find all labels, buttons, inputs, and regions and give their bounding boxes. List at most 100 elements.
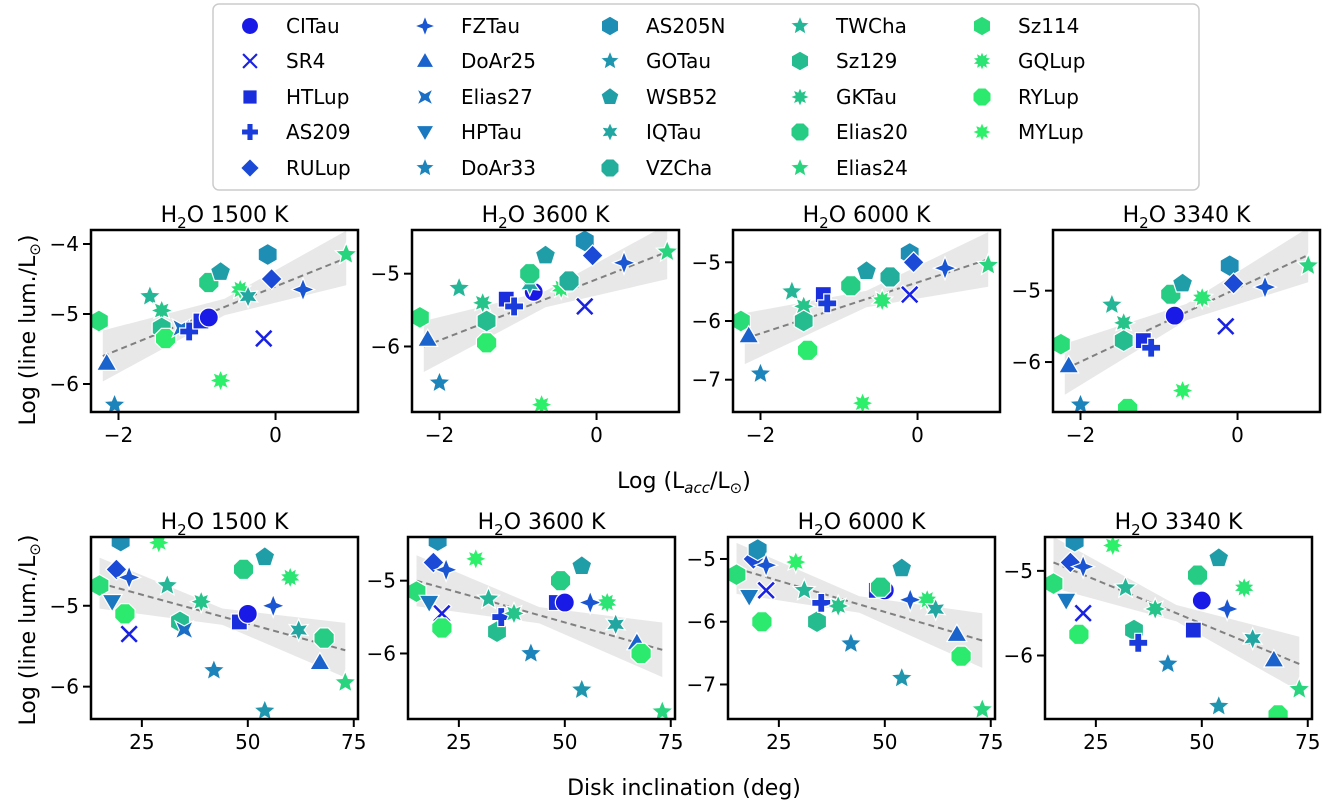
panel-5: 25 50 75 −6 −5 H2O 1500 K bbox=[50, 510, 367, 754]
marker-GOTau bbox=[252, 697, 278, 719]
marker-legend-TWCha bbox=[788, 14, 812, 36]
legend-item-RYLup: RYLup bbox=[972, 85, 1079, 109]
marker-legend-GQLup bbox=[971, 49, 993, 73]
marker-Sz129 bbox=[1113, 328, 1134, 353]
marker-AS209 bbox=[1128, 632, 1149, 653]
marker-DoAr33 bbox=[201, 657, 227, 682]
panel-title: H2O 3600 K bbox=[478, 510, 606, 539]
marker-GOTau bbox=[889, 665, 915, 689]
marker-AS205N bbox=[1219, 254, 1240, 278]
y-tick-label: −5 bbox=[371, 262, 400, 286]
legend-label-HPTau: HPTau bbox=[461, 120, 522, 144]
marker-RYLup bbox=[751, 610, 773, 633]
y-tick-label: −6 bbox=[687, 610, 716, 634]
legend-label-CITau: CITau bbox=[286, 14, 340, 38]
x-tick-label: −2 bbox=[104, 423, 133, 447]
marker-RYLup bbox=[630, 642, 652, 665]
marker-Elias24 bbox=[654, 238, 679, 263]
legend-label-Sz114: Sz114 bbox=[1018, 14, 1079, 38]
marker-FZTau bbox=[289, 276, 317, 303]
legend-label-SR4: SR4 bbox=[286, 49, 325, 73]
legend-label-RYLup: RYLup bbox=[1018, 85, 1079, 109]
legend-item-HTLup: HTLup bbox=[242, 85, 349, 109]
marker-Elias24 bbox=[975, 252, 1000, 276]
marker-FZTau bbox=[1069, 553, 1097, 580]
row1-ylabel: Log (line lum./L⊙) bbox=[16, 235, 44, 426]
fit-line bbox=[99, 582, 346, 652]
marker-IQTau bbox=[924, 596, 947, 622]
legend-label-FZTau: FZTau bbox=[461, 14, 520, 38]
legend-label-Elias27: Elias27 bbox=[461, 85, 533, 109]
x-tick-label: 0 bbox=[590, 423, 603, 447]
x-tick-label: 75 bbox=[341, 730, 366, 754]
marker-GQLup bbox=[595, 589, 620, 616]
fit-line bbox=[736, 567, 983, 642]
marker-legend-SR4 bbox=[240, 51, 260, 71]
axes-frame bbox=[410, 228, 681, 414]
legend-item-MYLup: MYLup bbox=[970, 120, 1084, 144]
marker-MYLup bbox=[208, 367, 234, 394]
marker-FZTau bbox=[432, 556, 460, 583]
marker-legend-Sz114 bbox=[972, 15, 992, 37]
legend-label-MYLup: MYLup bbox=[1018, 120, 1084, 144]
marker-RYLup bbox=[114, 603, 136, 625]
axes-frame bbox=[1051, 228, 1322, 414]
x-tick-label: 0 bbox=[1231, 423, 1244, 447]
fit-line bbox=[102, 257, 347, 357]
legend-item-FZTau: FZTau bbox=[412, 14, 520, 39]
marker-AS209 bbox=[817, 293, 838, 314]
marker-AS205N bbox=[257, 242, 278, 267]
marker-Sz114 bbox=[91, 573, 110, 598]
marker-HPTau bbox=[101, 593, 124, 613]
y-tick-label: −6 bbox=[1004, 644, 1033, 668]
marker-DoAr33 bbox=[1155, 650, 1181, 675]
marker-DoAr25 bbox=[737, 324, 760, 344]
marker-CITau bbox=[1191, 590, 1212, 611]
panel-title: H2O 6000 K bbox=[798, 510, 926, 539]
fit-line bbox=[1053, 561, 1300, 665]
marker-legend-DoAr33 bbox=[413, 156, 437, 178]
marker-DoAr25 bbox=[1262, 648, 1285, 668]
marker-SR4 bbox=[1215, 316, 1237, 337]
marker-MYLup bbox=[783, 549, 809, 575]
marker-VZCha bbox=[558, 270, 580, 292]
marker-VZCha bbox=[879, 266, 901, 288]
legend-item-TWCha: TWCha bbox=[788, 14, 907, 38]
panel-8: 25 50 75 −6 −5 H2O 3340 K bbox=[1004, 510, 1321, 754]
marker-legend-HPTau bbox=[414, 124, 436, 143]
marker-TWCha bbox=[1099, 291, 1125, 316]
marker-MYLup bbox=[529, 392, 555, 412]
marker-legend-VZCha bbox=[600, 158, 620, 178]
marker-legend-AS205N bbox=[600, 15, 620, 37]
marker-GQLup bbox=[1190, 285, 1215, 311]
legend-item-RULup: RULup bbox=[239, 156, 351, 180]
x-tick-label: 0 bbox=[911, 423, 924, 447]
confidence-band bbox=[416, 555, 663, 678]
marker-DoAr25 bbox=[416, 328, 439, 347]
marker-AS209 bbox=[1141, 337, 1162, 358]
panel-title: H2O 1500 K bbox=[161, 510, 289, 539]
marker-Elias20 bbox=[232, 558, 255, 581]
x-tick-label: 25 bbox=[129, 730, 154, 754]
marker-GKTau bbox=[825, 593, 851, 619]
x-tick-label: 25 bbox=[1083, 730, 1108, 754]
legend-label-TWCha: TWCha bbox=[835, 14, 907, 38]
marker-MYLup bbox=[1100, 537, 1126, 559]
marker-TWCha bbox=[1113, 574, 1138, 599]
marker-GKTau bbox=[188, 589, 214, 615]
legend-label-GQLup: GQLup bbox=[1018, 49, 1085, 73]
marker-HTLup bbox=[1184, 621, 1202, 639]
marker-MYLup bbox=[1170, 378, 1196, 404]
marker-Sz129 bbox=[476, 309, 497, 333]
marker-MYLup bbox=[146, 537, 172, 556]
marker-Sz114 bbox=[91, 309, 110, 333]
marker-TWCha bbox=[476, 585, 501, 610]
y-tick-label: −5 bbox=[50, 302, 79, 326]
marker-FZTau bbox=[897, 586, 924, 613]
axes-frame bbox=[1043, 535, 1314, 721]
confidence-band bbox=[744, 232, 989, 365]
marker-TWCha bbox=[137, 283, 163, 308]
marker-Sz114 bbox=[412, 305, 430, 330]
marker-AS205N bbox=[747, 537, 768, 562]
